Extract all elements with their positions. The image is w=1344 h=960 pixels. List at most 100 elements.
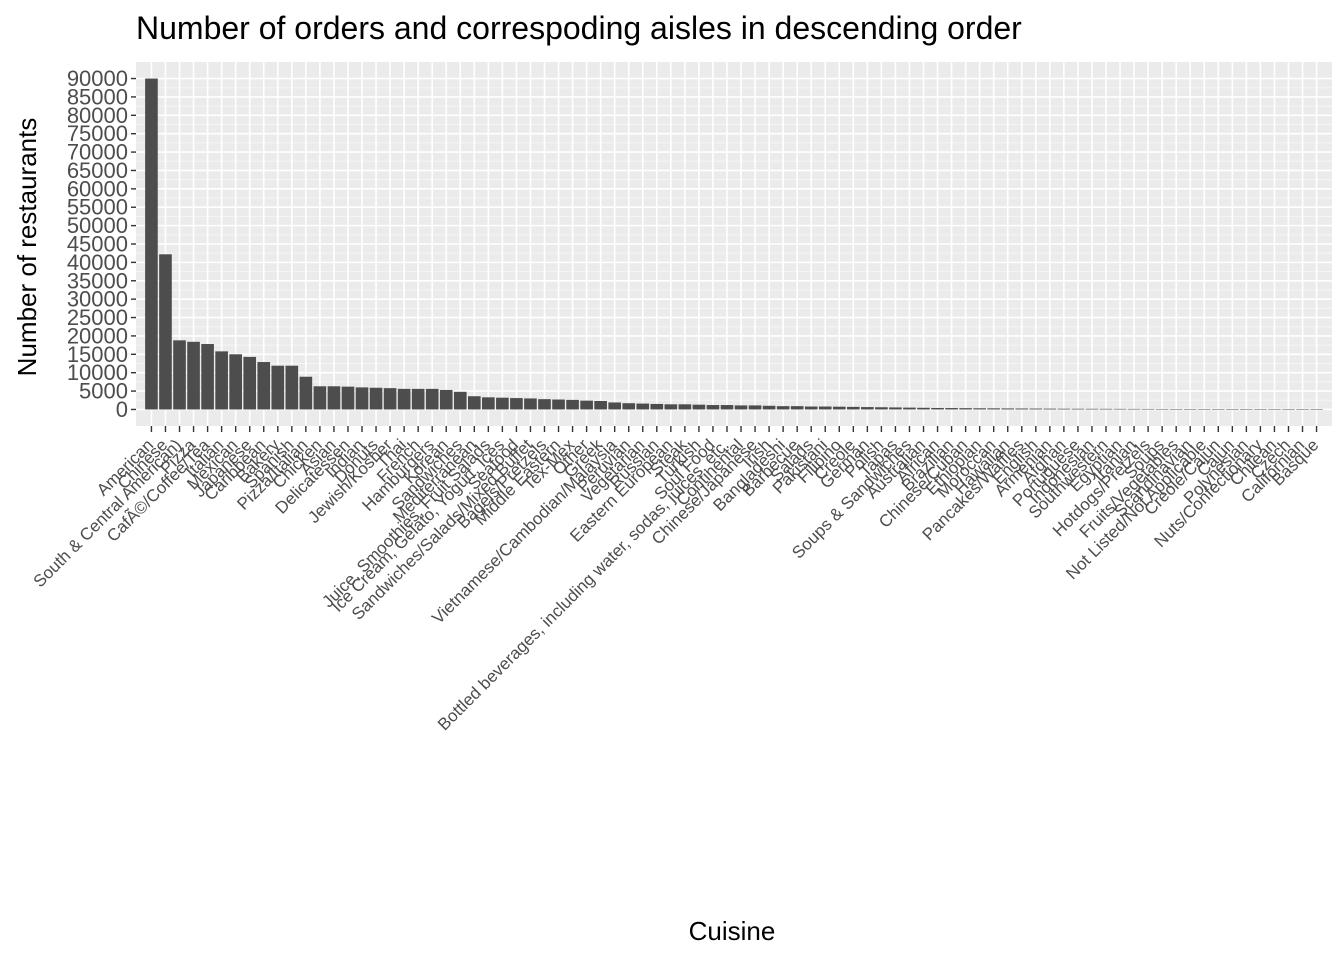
- bar: [1310, 409, 1323, 410]
- bar: [1226, 409, 1239, 410]
- bar: [608, 402, 621, 410]
- bar: [875, 407, 888, 410]
- bar: [832, 406, 846, 410]
- bar: [159, 254, 172, 410]
- bar: [1085, 408, 1099, 410]
- bar: [566, 399, 579, 410]
- y-tick-label: 60000: [67, 176, 128, 201]
- bar: [201, 344, 214, 410]
- bar: [692, 404, 706, 410]
- bar: [552, 399, 565, 410]
- bar: [650, 403, 664, 410]
- y-tick-label: 90000: [67, 66, 128, 91]
- bar: [369, 387, 383, 410]
- bar: [397, 388, 411, 410]
- bar: [706, 405, 720, 410]
- bar: [917, 407, 930, 410]
- bar: [510, 398, 523, 410]
- bar: [1141, 408, 1155, 410]
- bar: [243, 356, 257, 410]
- y-tick-label: 20000: [67, 323, 128, 348]
- y-tick-label: 85000: [67, 84, 128, 109]
- y-tick-label: 75000: [67, 121, 128, 146]
- y-axis-title: Number of restaurants: [12, 118, 42, 377]
- bar: [1197, 409, 1211, 410]
- bar: [1296, 409, 1309, 410]
- y-tick-label: 65000: [67, 158, 128, 183]
- bar: [1254, 409, 1267, 410]
- y-axis: 0500010000150002000025000300003500040000…: [67, 66, 136, 422]
- bar: [524, 398, 537, 410]
- bar: [973, 408, 986, 410]
- bar: [1113, 408, 1127, 410]
- bar: [1001, 408, 1015, 410]
- bar: [594, 400, 607, 410]
- bar: [931, 407, 944, 410]
- x-axis-title: Cuisine: [689, 916, 776, 946]
- bar: [482, 397, 495, 410]
- y-tick-label: 80000: [67, 103, 128, 128]
- bar: [622, 403, 636, 410]
- bar: [1183, 409, 1197, 410]
- bar: [720, 405, 734, 410]
- bar: [1099, 408, 1113, 410]
- bar: [664, 404, 678, 410]
- bar: [734, 405, 748, 410]
- bar: [1043, 408, 1057, 410]
- bars: [145, 78, 1323, 410]
- bar: [453, 391, 467, 410]
- bar: [285, 365, 299, 410]
- bar: [425, 388, 439, 410]
- bar: [383, 388, 397, 410]
- y-tick-label: 40000: [67, 250, 128, 275]
- bar: [411, 388, 425, 410]
- bar: [776, 406, 790, 410]
- bar: [229, 354, 242, 410]
- y-tick-label: 15000: [67, 342, 128, 367]
- bar: [355, 387, 369, 410]
- bar: [987, 408, 1001, 410]
- bar: [1015, 408, 1029, 410]
- bar: [173, 340, 186, 410]
- chart-title: Number of orders and correspoding aisles…: [136, 10, 1022, 46]
- bar: [313, 386, 327, 410]
- bar: [580, 400, 593, 410]
- y-tick-label: 55000: [67, 195, 128, 220]
- grid-lines: [136, 62, 1332, 426]
- y-tick-label: 10000: [67, 360, 128, 385]
- bar: [861, 407, 874, 410]
- bar: [636, 403, 650, 410]
- bar: [1071, 408, 1085, 410]
- bar: [1268, 409, 1281, 410]
- bar: [818, 406, 832, 410]
- bar: [257, 362, 271, 410]
- y-tick-label: 30000: [67, 287, 128, 312]
- bar: [1057, 408, 1071, 410]
- bar: [889, 407, 902, 410]
- bar: [748, 405, 762, 410]
- bar: [215, 351, 228, 410]
- y-tick-label: 0: [116, 397, 128, 422]
- bar: [187, 341, 200, 410]
- bar: [1282, 409, 1295, 410]
- bar: [145, 78, 158, 410]
- bar: [341, 386, 355, 410]
- bar: [762, 405, 776, 410]
- bar: [847, 406, 860, 410]
- bar: [1240, 409, 1253, 410]
- bar: [903, 407, 916, 410]
- bar: [327, 386, 341, 410]
- bar: [678, 404, 692, 410]
- bar: [945, 408, 958, 410]
- y-tick-label: 35000: [67, 268, 128, 293]
- y-tick-label: 70000: [67, 140, 128, 165]
- y-tick-label: 25000: [67, 305, 128, 330]
- y-tick-label: 45000: [67, 232, 128, 257]
- y-tick-label: 5000: [79, 379, 128, 404]
- y-tick-label: 50000: [67, 213, 128, 238]
- bar: [299, 376, 313, 410]
- bar: [1169, 409, 1183, 410]
- bar: [804, 406, 818, 410]
